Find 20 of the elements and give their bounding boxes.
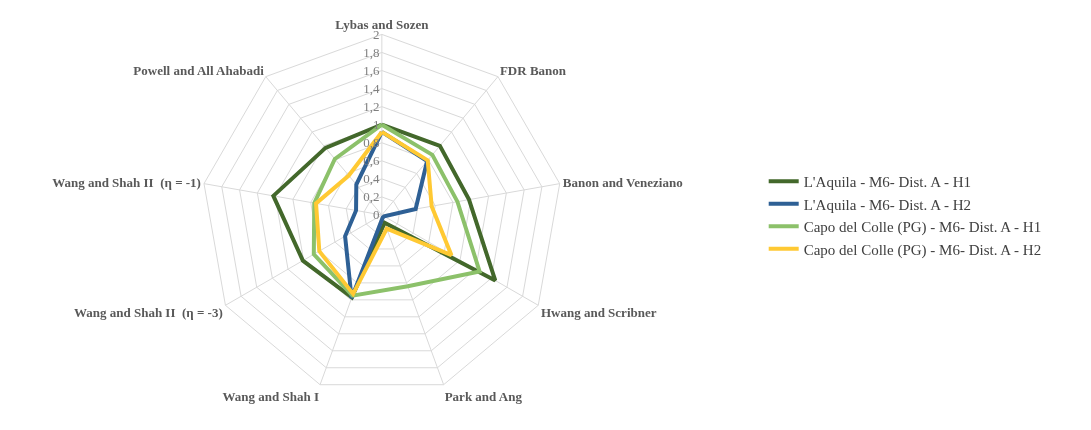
y-tick-label: 0 (372, 207, 380, 223)
legend-label: L'Aquila - M6- Dist. A - H2 (803, 196, 971, 213)
spoke-label: Park and Ang (444, 389, 523, 405)
y-tick-label: 1,4 (363, 80, 380, 96)
spoke-label: Wang and Shah I (222, 389, 320, 405)
spoke-label: FDR Banon (499, 63, 567, 79)
y-tick-label: 0,2 (363, 189, 380, 205)
spoke-label: Hwang and Scribner (540, 305, 657, 321)
y-tick-label: 1 (372, 116, 380, 132)
legend-label: L'Aquila - M6- Dist. A - H1 (803, 174, 971, 191)
legend-label: Capo del Colle (PG) - M6- Dist. A - H1 (803, 219, 1042, 237)
spoke-label: Wang and Shah II (η = -3) (73, 305, 223, 321)
spoke-label: Wang and Shah II (η = -1) (52, 175, 201, 191)
spoke-label: Banon and Veneziano (562, 175, 683, 191)
y-tick-label: 0,4 (363, 171, 380, 187)
y-tick-label: 1,6 (363, 62, 380, 78)
spoke-label: Powell and All Ahabadi (133, 63, 265, 79)
y-tick-label: 1,8 (363, 44, 380, 60)
y-tick-label: 1,2 (363, 98, 380, 114)
legend-label: Capo del Colle (PG) - M6- Dist. A - H2 (803, 241, 1042, 259)
